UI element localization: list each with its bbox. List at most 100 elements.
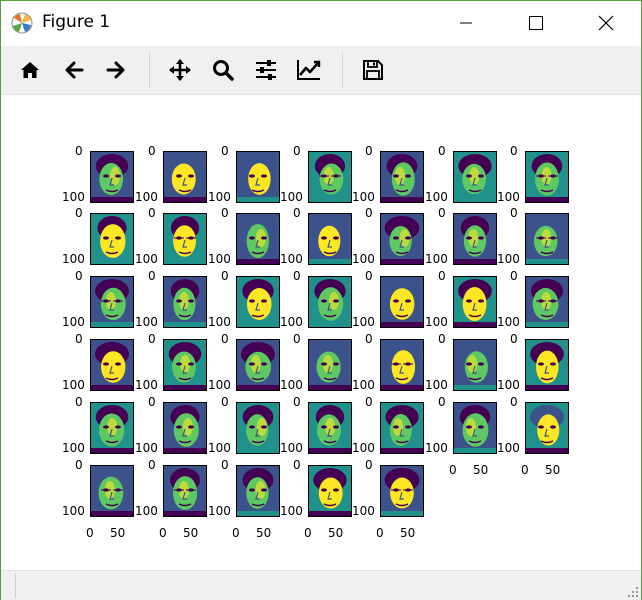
face-image <box>380 339 424 391</box>
y-tick-label: 0 <box>365 144 373 158</box>
face-image <box>453 339 497 391</box>
magnifier-icon <box>213 60 234 81</box>
face-image <box>163 276 207 328</box>
arrow-left-icon <box>65 61 84 79</box>
x-tick-label: 50 <box>545 463 561 477</box>
y-tick-label: 100 <box>62 378 85 392</box>
face-image <box>236 151 280 203</box>
y-tick-label: 0 <box>293 144 301 158</box>
y-tick-label: 0 <box>148 206 156 220</box>
y-tick-label: 0 <box>438 206 446 220</box>
y-tick-label: 0 <box>148 395 156 409</box>
y-tick-label: 100 <box>135 504 158 518</box>
y-tick-label: 100 <box>425 441 448 455</box>
face-image <box>453 276 497 328</box>
maximize-button[interactable] <box>513 1 559 45</box>
y-tick-label: 0 <box>510 206 518 220</box>
y-tick-label: 100 <box>352 190 375 204</box>
face-image <box>453 213 497 265</box>
y-tick-label: 100 <box>352 441 375 455</box>
y-tick-label: 0 <box>75 332 83 346</box>
y-tick-label: 100 <box>280 504 303 518</box>
x-tick-label: 50 <box>328 526 344 540</box>
y-tick-label: 100 <box>135 315 158 329</box>
x-tick-label: 0 <box>304 526 312 540</box>
y-tick-label: 100 <box>497 190 520 204</box>
y-tick-label: 0 <box>510 144 518 158</box>
arrow-right-icon <box>106 61 125 79</box>
edit-axes-button[interactable] <box>294 55 324 85</box>
y-tick-label: 0 <box>221 395 229 409</box>
toolbar-separator <box>342 52 343 88</box>
face-image <box>308 151 352 203</box>
face-image <box>236 465 280 517</box>
title-bar[interactable]: Figure 1 <box>1 1 641 45</box>
y-tick-label: 100 <box>208 378 231 392</box>
y-tick-label: 100 <box>62 190 85 204</box>
face-image <box>163 402 207 454</box>
face-image <box>453 402 497 454</box>
y-tick-label: 0 <box>148 144 156 158</box>
y-tick-label: 0 <box>75 395 83 409</box>
y-tick-label: 0 <box>75 144 83 158</box>
y-tick-label: 100 <box>352 315 375 329</box>
maximize-icon <box>529 16 543 30</box>
y-tick-label: 100 <box>425 252 448 266</box>
face-image <box>380 402 424 454</box>
face-image <box>525 339 569 391</box>
face-image <box>90 339 134 391</box>
matplotlib-logo-icon <box>11 12 33 34</box>
y-tick-label: 100 <box>135 190 158 204</box>
y-tick-label: 100 <box>62 504 85 518</box>
y-tick-label: 100 <box>280 441 303 455</box>
minimize-icon <box>460 22 472 24</box>
y-tick-label: 0 <box>510 332 518 346</box>
face-image <box>308 339 352 391</box>
face-image <box>308 402 352 454</box>
forward-button[interactable] <box>101 55 131 85</box>
back-button[interactable] <box>59 55 89 85</box>
y-tick-label: 100 <box>208 315 231 329</box>
home-button[interactable] <box>15 55 45 85</box>
y-tick-label: 100 <box>280 378 303 392</box>
y-tick-label: 100 <box>352 252 375 266</box>
figure-canvas[interactable]: 0 100 0 100 0 100 0 100 0 100 0 100 0 100 0 100 0 100 0 100… <box>1 95 641 569</box>
close-button[interactable] <box>583 1 629 45</box>
face-image <box>525 213 569 265</box>
y-tick-label: 100 <box>62 315 85 329</box>
y-tick-label: 0 <box>365 395 373 409</box>
y-tick-label: 100 <box>208 190 231 204</box>
save-button[interactable] <box>358 55 388 85</box>
y-tick-label: 100 <box>425 190 448 204</box>
y-tick-label: 100 <box>135 252 158 266</box>
face-image <box>90 276 134 328</box>
y-tick-label: 0 <box>510 395 518 409</box>
y-tick-label: 0 <box>221 269 229 283</box>
y-tick-label: 0 <box>365 332 373 346</box>
navigation-toolbar <box>1 46 641 95</box>
close-icon <box>598 15 614 31</box>
resize-grip-icon[interactable] <box>627 586 639 598</box>
face-image <box>308 276 352 328</box>
y-tick-label: 100 <box>280 315 303 329</box>
zoom-button[interactable] <box>208 55 238 85</box>
y-tick-label: 0 <box>293 395 301 409</box>
face-image <box>525 402 569 454</box>
y-tick-label: 0 <box>75 206 83 220</box>
y-tick-label: 0 <box>510 269 518 283</box>
y-tick-label: 0 <box>438 269 446 283</box>
face-image <box>380 151 424 203</box>
minimize-button[interactable] <box>443 1 489 45</box>
x-tick-label: 50 <box>183 526 199 540</box>
face-image <box>90 213 134 265</box>
status-divider <box>15 573 16 598</box>
pan-button[interactable] <box>165 55 195 85</box>
sliders-icon <box>256 60 276 80</box>
x-tick-label: 50 <box>473 463 489 477</box>
x-tick-label: 0 <box>449 463 457 477</box>
x-tick-label: 0 <box>521 463 529 477</box>
x-tick-label: 50 <box>110 526 126 540</box>
y-tick-label: 100 <box>425 378 448 392</box>
configure-subplots-button[interactable] <box>251 55 281 85</box>
